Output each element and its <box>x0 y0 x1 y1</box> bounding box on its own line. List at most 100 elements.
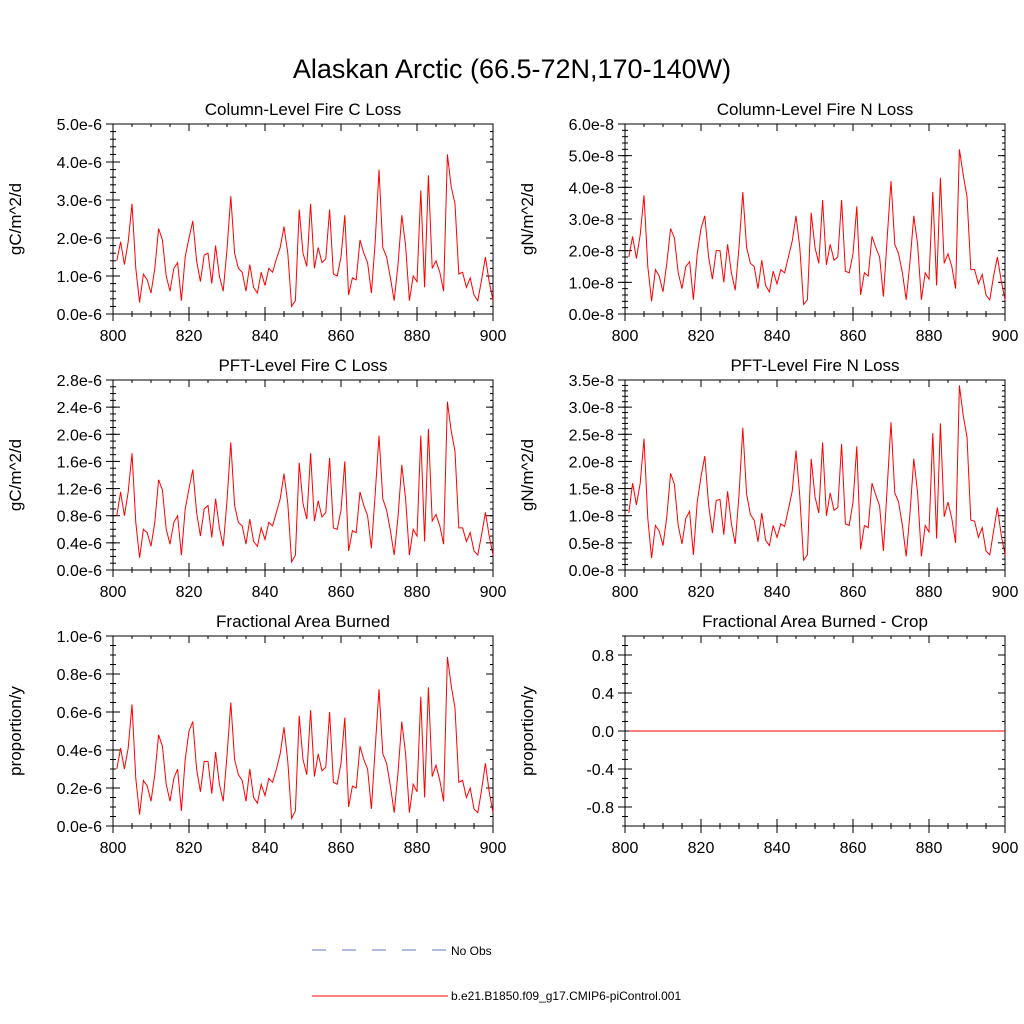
y-tick-label: 1.0e-6 <box>57 269 102 286</box>
y-tick-label: 4.0e-6 <box>57 155 102 172</box>
y-axis-label: gN/m^2/d <box>518 183 537 255</box>
legend-model-label: b.e21.B1850.f09_g17.CMIP6-piControl.001 <box>451 989 681 1003</box>
legend: No Obs b.e21.B1850.f09_g17.CMIP6-piContr… <box>312 944 681 1003</box>
series-line <box>628 149 1006 306</box>
series-line <box>116 401 494 564</box>
y-tick-label: 3.0e-6 <box>57 193 102 210</box>
y-tick-label: 0.0e-6 <box>57 307 102 324</box>
y-tick-label: 0.8e-6 <box>57 667 102 684</box>
y-tick-label: 1.5e-8 <box>569 482 614 499</box>
series-line <box>628 385 1006 562</box>
y-axis-label: proportion/y <box>518 686 537 776</box>
y-tick-label: 0.4e-6 <box>57 743 102 760</box>
x-tick-label: 800 <box>612 328 639 345</box>
y-tick-label: 2.4e-6 <box>57 400 102 417</box>
x-tick-label: 820 <box>176 840 203 857</box>
x-tick-label: 800 <box>100 328 127 345</box>
y-tick-label: 0.0 <box>592 724 614 741</box>
y-tick-label: 0.4 <box>592 686 614 703</box>
y-tick-label: 2.0e-6 <box>57 427 102 444</box>
x-tick-label: 820 <box>688 328 715 345</box>
y-tick-label: 2.0e-6 <box>57 231 102 248</box>
panel-title: PFT-Level Fire C Loss <box>218 356 387 375</box>
y-tick-label: 2.0e-8 <box>569 244 614 261</box>
plot-frame <box>624 123 1006 315</box>
x-tick-label: 800 <box>100 840 127 857</box>
x-tick-label: 900 <box>992 584 1019 601</box>
figure-title: Alaskan Arctic (66.5-72N,170-140W) <box>293 54 731 84</box>
y-axis-label: gN/m^2/d <box>518 439 537 511</box>
y-tick-label: 1.6e-6 <box>57 454 102 471</box>
panel-fractional-area-burned-crop: Fractional Area Burned - Crop proportion/… <box>518 612 1018 857</box>
y-tick-label: 4.0e-8 <box>569 180 614 197</box>
panel-title: Fractional Area Burned - Crop <box>702 612 928 631</box>
y-tick-label: 3.5e-8 <box>569 373 614 390</box>
x-tick-label: 800 <box>100 584 127 601</box>
x-tick-label: 800 <box>612 584 639 601</box>
panel-title: Column-Level Fire N Loss <box>717 100 914 119</box>
y-tick-label: 0.5e-8 <box>569 536 614 553</box>
x-tick-label: 860 <box>328 584 355 601</box>
y-tick-label: 0.0e-8 <box>569 307 614 324</box>
y-tick-label: -0.4 <box>586 762 614 779</box>
x-tick-label: 820 <box>176 328 203 345</box>
series-line <box>116 154 494 308</box>
plot-frame <box>112 123 494 315</box>
x-tick-label: 840 <box>252 840 279 857</box>
series-line <box>116 656 494 821</box>
y-tick-label: 5.0e-8 <box>569 149 614 166</box>
x-tick-label: 840 <box>764 840 791 857</box>
x-tick-label: 820 <box>176 584 203 601</box>
y-tick-label: 0.2e-6 <box>57 781 102 798</box>
y-tick-label: 0.8e-6 <box>57 509 102 526</box>
x-tick-label: 900 <box>992 328 1019 345</box>
y-tick-label: 1.0e-8 <box>569 509 614 526</box>
x-tick-label: 800 <box>612 840 639 857</box>
panel-pft-level-fire-n-loss: PFT-Level Fire N Loss gN/m^2/d 800 820 840 86… <box>518 356 1018 601</box>
x-tick-label: 900 <box>480 840 507 857</box>
y-axis-label: proportion/y <box>6 686 25 776</box>
panel-column-level-fire-n-loss: Column-Level Fire N Loss gN/m^2/d 800 820 84… <box>518 100 1018 345</box>
y-tick-label: 2.8e-6 <box>57 373 102 390</box>
x-tick-label: 880 <box>404 840 431 857</box>
x-tick-label: 860 <box>328 328 355 345</box>
x-tick-label: 900 <box>992 840 1019 857</box>
x-tick-label: 860 <box>840 328 867 345</box>
y-axis-label: gC/m^2/d <box>6 183 25 255</box>
x-tick-label: 840 <box>764 328 791 345</box>
x-tick-label: 880 <box>404 328 431 345</box>
y-tick-label: 0.6e-6 <box>57 705 102 722</box>
x-tick-label: 860 <box>840 584 867 601</box>
y-tick-label: 0.0e-8 <box>569 563 614 580</box>
y-tick-label: 6.0e-8 <box>569 117 614 134</box>
panel-title: PFT-Level Fire N Loss <box>730 356 899 375</box>
y-axis-label: gC/m^2/d <box>6 439 25 511</box>
y-tick-label: 5.0e-6 <box>57 117 102 134</box>
y-tick-label: 1.2e-6 <box>57 482 102 499</box>
x-tick-label: 880 <box>916 328 943 345</box>
x-tick-label: 820 <box>688 584 715 601</box>
plot-frame <box>112 635 494 827</box>
y-tick-label: -0.8 <box>586 800 614 817</box>
x-tick-label: 880 <box>916 840 943 857</box>
y-tick-label: 0.8 <box>592 648 614 665</box>
x-tick-label: 860 <box>840 840 867 857</box>
x-tick-label: 840 <box>252 328 279 345</box>
x-tick-label: 900 <box>480 584 507 601</box>
panel-title: Column-Level Fire C Loss <box>205 100 402 119</box>
panel-pft-level-fire-c-loss: PFT-Level Fire C Loss gC/m^2/d 800 820 840 86… <box>6 356 506 601</box>
y-tick-label: 3.0e-8 <box>569 400 614 417</box>
panel-title: Fractional Area Burned <box>216 612 390 631</box>
x-tick-label: 840 <box>252 584 279 601</box>
x-tick-label: 820 <box>688 840 715 857</box>
x-tick-label: 880 <box>916 584 943 601</box>
x-tick-label: 840 <box>764 584 791 601</box>
x-tick-label: 900 <box>480 328 507 345</box>
panel-fractional-area-burned: Fractional Area Burned proportion/y 800 820… <box>6 612 506 857</box>
x-tick-label: 860 <box>328 840 355 857</box>
y-tick-label: 2.5e-8 <box>569 427 614 444</box>
panel-column-level-fire-c-loss: Column-Level Fire C Loss gC/m^2/d 800 820 84… <box>6 100 506 345</box>
y-tick-label: 3.0e-8 <box>569 212 614 229</box>
y-tick-label: 0.0e-6 <box>57 819 102 836</box>
